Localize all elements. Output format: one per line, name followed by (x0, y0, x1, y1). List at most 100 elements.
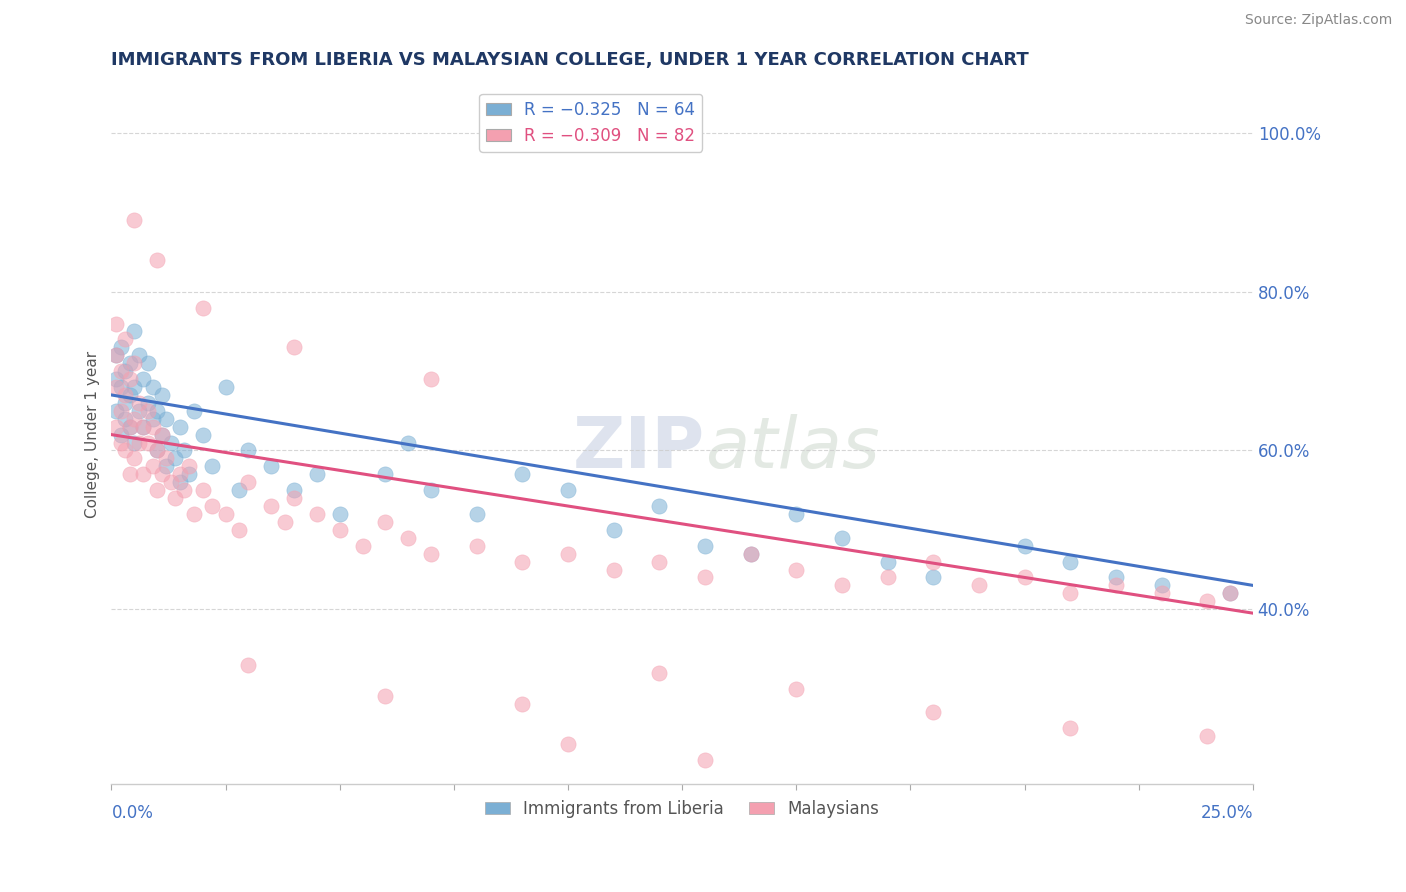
Point (146, 253, 169, 268)
Point (1059, 555, 1081, 569)
Point (648, 499, 671, 513)
Point (128, 435, 150, 450)
Point (136, 356, 159, 370)
Point (122, 356, 145, 370)
Point (602, 523, 624, 537)
Point (740, 547, 762, 561)
Point (648, 555, 671, 569)
Point (260, 459, 283, 474)
Text: Source: ZipAtlas.com: Source: ZipAtlas.com (1244, 13, 1392, 28)
Point (183, 507, 205, 521)
Point (922, 570, 945, 584)
Point (329, 507, 352, 521)
Point (150, 467, 173, 482)
Point (1014, 570, 1036, 584)
Point (283, 340, 305, 354)
Point (104, 380, 127, 394)
Point (1197, 729, 1219, 743)
Point (159, 435, 181, 450)
Point (283, 483, 305, 498)
Point (150, 427, 173, 442)
Point (146, 443, 169, 458)
Point (110, 380, 132, 394)
Point (191, 427, 214, 442)
Point (114, 333, 136, 347)
Point (557, 483, 579, 498)
Point (146, 404, 169, 418)
Point (104, 348, 127, 362)
Point (1059, 586, 1081, 600)
Point (740, 547, 762, 561)
Point (122, 213, 145, 227)
Text: 25.0%: 25.0% (1201, 804, 1253, 822)
Point (104, 419, 127, 434)
Point (169, 475, 191, 490)
Point (305, 507, 328, 521)
Point (693, 753, 716, 767)
Point (465, 507, 488, 521)
Text: atlas: atlas (704, 414, 880, 483)
Point (228, 483, 250, 498)
Point (155, 451, 177, 466)
Point (122, 411, 145, 425)
Point (122, 380, 145, 394)
Point (110, 340, 132, 354)
Point (150, 388, 173, 402)
Point (238, 657, 260, 672)
Point (141, 459, 163, 474)
Point (201, 459, 224, 474)
Point (132, 467, 155, 482)
Point (110, 404, 132, 418)
Point (1105, 570, 1128, 584)
Point (159, 475, 181, 490)
Point (785, 681, 807, 696)
Point (104, 404, 127, 418)
Point (110, 364, 132, 378)
Legend: Immigrants from Liberia, Malaysians: Immigrants from Liberia, Malaysians (478, 793, 886, 824)
Point (136, 396, 159, 410)
Text: IMMIGRANTS FROM LIBERIA VS MALAYSIAN COLLEGE, UNDER 1 YEAR CORRELATION CHART: IMMIGRANTS FROM LIBERIA VS MALAYSIAN COL… (111, 51, 1029, 69)
Point (352, 539, 374, 553)
Point (165, 491, 187, 505)
Point (1197, 594, 1219, 608)
Point (118, 388, 141, 402)
Point (155, 459, 177, 474)
Point (1014, 539, 1036, 553)
Point (165, 451, 187, 466)
Point (122, 435, 145, 450)
Point (183, 404, 205, 418)
Point (122, 451, 145, 466)
Point (114, 364, 136, 378)
Point (374, 467, 396, 482)
Point (118, 467, 141, 482)
Point (967, 578, 990, 592)
Point (141, 380, 163, 394)
Point (420, 483, 443, 498)
Point (510, 467, 533, 482)
Text: ZIP: ZIP (572, 414, 704, 483)
Point (831, 578, 853, 592)
Point (374, 690, 396, 704)
Text: 0.0%: 0.0% (111, 804, 153, 822)
Point (146, 443, 169, 458)
Point (177, 467, 200, 482)
Point (132, 419, 155, 434)
Point (228, 523, 250, 537)
Point (922, 555, 945, 569)
Point (785, 562, 807, 576)
Point (260, 499, 283, 513)
Point (693, 570, 716, 584)
Point (1105, 578, 1128, 592)
Point (104, 348, 127, 362)
Point (122, 325, 145, 339)
Point (118, 419, 141, 434)
Point (128, 396, 150, 410)
Point (557, 547, 579, 561)
Point (128, 348, 150, 362)
Point (110, 427, 132, 442)
Point (141, 411, 163, 425)
Point (648, 665, 671, 680)
Point (141, 419, 163, 434)
Point (132, 372, 155, 386)
Point (191, 483, 214, 498)
